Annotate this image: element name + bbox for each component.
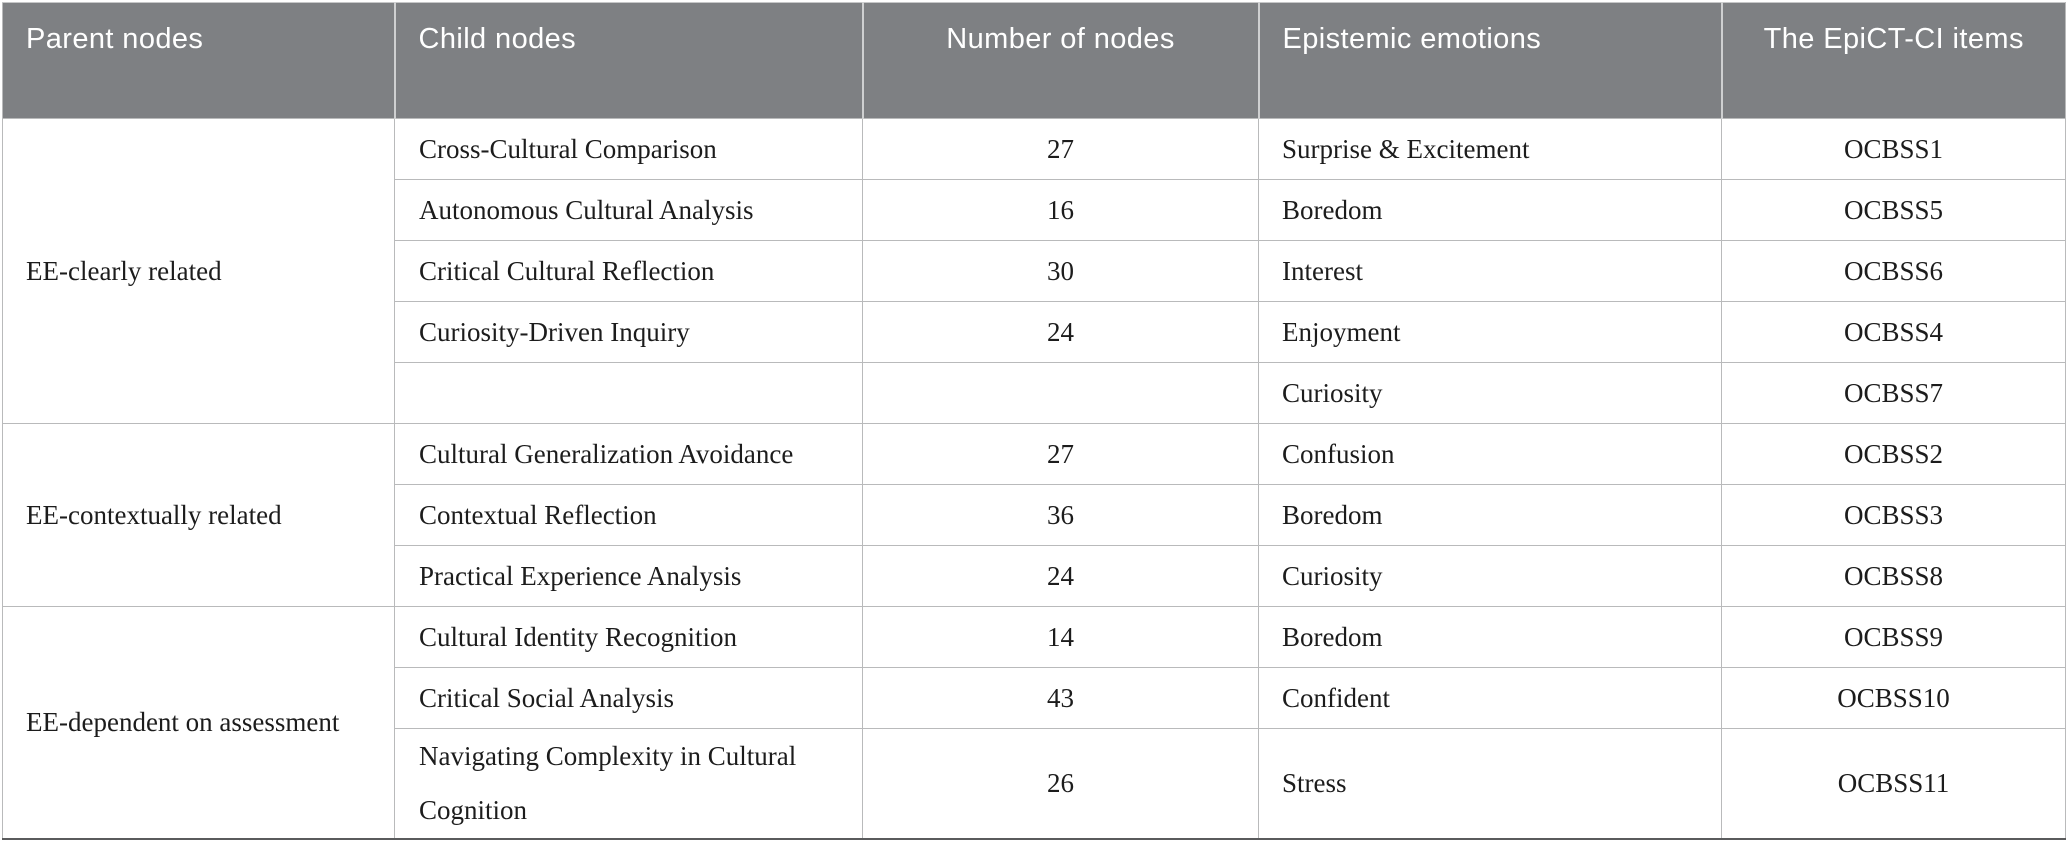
item-cell: OCBSS2: [1721, 423, 2066, 485]
child-node-cell: Autonomous Cultural Analysis: [394, 179, 863, 241]
header-row: Parent nodes Child nodes Number of nodes…: [2, 2, 2066, 119]
item-cell: OCBSS9: [1721, 606, 2066, 668]
emotion-cell: Curiosity: [1258, 545, 1722, 607]
item-cell: OCBSS3: [1721, 484, 2066, 546]
col-header-parent-nodes: Parent nodes: [2, 2, 395, 119]
emotion-cell: Stress: [1258, 728, 1722, 839]
node-count-cell: 36: [862, 484, 1259, 546]
emotion-cell: Curiosity: [1258, 362, 1722, 424]
item-cell: OCBSS6: [1721, 240, 2066, 302]
parent-node-cell: EE-dependent on assessment: [2, 606, 395, 839]
col-header-epistemic-emotions: Epistemic emotions: [1257, 2, 1722, 119]
table-header: Parent nodes Child nodes Number of nodes…: [2, 2, 2066, 119]
emotion-cell: Enjoyment: [1258, 301, 1722, 363]
node-count-cell: 16: [862, 179, 1259, 241]
node-count-cell: 27: [862, 118, 1259, 180]
table-row: EE-clearly related Cross-Cultural Compar…: [2, 118, 2066, 424]
emotion-cell: Surprise & Excitement: [1258, 118, 1722, 180]
table-row: Navigating Complexity in Cultural Cognit…: [3, 728, 2066, 839]
node-count-cell: 24: [862, 545, 1259, 607]
table-row: Curiosity OCBSS7: [3, 362, 2066, 424]
parent-node-cell: EE-contextually related: [2, 423, 395, 607]
table-row: Critical Cultural Reflection 30 Interest…: [3, 240, 2066, 302]
node-count-cell: 43: [862, 667, 1259, 729]
emotion-cell: Boredom: [1258, 484, 1722, 546]
emotion-cell: Boredom: [1258, 606, 1722, 668]
node-count-cell: 24: [862, 301, 1259, 363]
node-count-cell: 14: [862, 606, 1259, 668]
child-node-cell: [394, 362, 863, 424]
emotion-cell: Confusion: [1258, 423, 1722, 485]
node-count-cell: [862, 362, 1259, 424]
child-node-cell: Navigating Complexity in Cultural Cognit…: [394, 728, 863, 839]
col-header-number-of-nodes: Number of nodes: [861, 2, 1259, 119]
table-row: Curiosity-Driven Inquiry 24 Enjoyment OC…: [3, 301, 2066, 363]
col-header-child-nodes: Child nodes: [393, 2, 863, 119]
col-header-epict-ci-items: The EpiCT-CI items: [1720, 2, 2066, 119]
item-cell: OCBSS10: [1721, 667, 2066, 729]
item-cell: OCBSS1: [1721, 118, 2066, 180]
node-count-cell: 30: [862, 240, 1259, 302]
child-node-cell: Contextual Reflection: [394, 484, 863, 546]
item-cell: OCBSS11: [1721, 728, 2066, 839]
item-cell: OCBSS7: [1721, 362, 2066, 424]
item-cell: OCBSS8: [1721, 545, 2066, 607]
node-count-cell: 27: [862, 423, 1259, 485]
child-node-cell: Critical Cultural Reflection: [394, 240, 863, 302]
emotion-cell: Boredom: [1258, 179, 1722, 241]
child-node-cell: Curiosity-Driven Inquiry: [394, 301, 863, 363]
child-node-cell: Cross-Cultural Comparison: [394, 118, 863, 180]
epict-ci-nodes-table: Parent nodes Child nodes Number of nodes…: [2, 2, 2066, 840]
child-node-cell: Cultural Generalization Avoidance: [394, 423, 863, 485]
table-row: Contextual Reflection 36 Boredom OCBSS3: [3, 484, 2066, 546]
parent-node-cell: EE-clearly related: [2, 118, 395, 424]
item-cell: OCBSS5: [1721, 179, 2066, 241]
emotion-cell: Interest: [1258, 240, 1722, 302]
table-row: EE-contextually related Cultural General…: [2, 423, 2066, 607]
child-node-cell: Critical Social Analysis: [394, 667, 863, 729]
item-cell: OCBSS4: [1721, 301, 2066, 363]
table-row: Autonomous Cultural Analysis 16 Boredom …: [3, 179, 2066, 241]
node-count-cell: 26: [862, 728, 1259, 839]
table-body: EE-clearly related Cross-Cultural Compar…: [2, 118, 2066, 839]
table-row: EE-dependent on assessment Cultural Iden…: [2, 606, 2066, 839]
child-node-cell: Cultural Identity Recognition: [394, 606, 863, 668]
child-node-cell: Practical Experience Analysis: [394, 545, 863, 607]
emotion-cell: Confident: [1258, 667, 1722, 729]
